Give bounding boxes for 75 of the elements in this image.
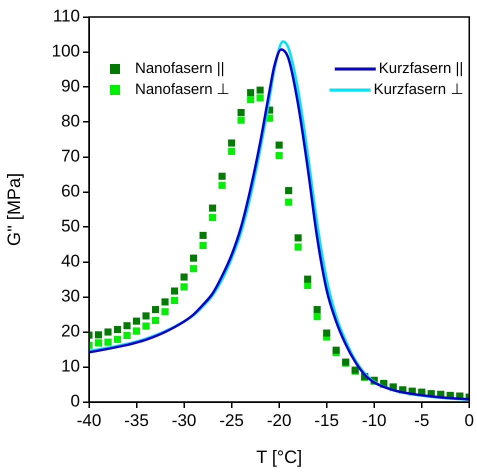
point xyxy=(209,214,216,222)
point xyxy=(114,326,122,334)
point xyxy=(104,328,112,336)
legend-label: Kurzfasern || xyxy=(378,60,464,78)
point xyxy=(142,322,150,330)
point xyxy=(152,306,160,314)
point xyxy=(247,96,254,104)
legend-label: Nanofasern ⊥ xyxy=(135,81,230,98)
point xyxy=(332,346,340,354)
y-tick-label: 10 xyxy=(61,356,80,376)
point xyxy=(180,283,188,290)
y-tick-label: 80 xyxy=(61,112,80,131)
point xyxy=(171,288,178,295)
x-tick-label: -5 xyxy=(414,410,430,430)
point xyxy=(304,276,312,283)
point xyxy=(294,234,302,242)
x-tick-label: -30 xyxy=(172,410,196,430)
point xyxy=(218,172,226,180)
point xyxy=(94,339,102,346)
point xyxy=(180,274,188,281)
point xyxy=(94,331,102,338)
point xyxy=(228,139,236,147)
point xyxy=(323,330,330,337)
x-tick-label: -20 xyxy=(266,410,292,430)
point xyxy=(276,152,283,160)
point xyxy=(285,187,292,194)
x-tick-label: -35 xyxy=(124,410,149,430)
x-tick-label: -25 xyxy=(219,410,244,430)
point xyxy=(285,198,292,206)
point xyxy=(218,182,226,189)
y-tick-label: 60 xyxy=(61,182,80,201)
point xyxy=(209,204,216,212)
point xyxy=(152,316,160,324)
point xyxy=(276,142,283,149)
point xyxy=(162,308,169,316)
point xyxy=(114,336,122,343)
point xyxy=(104,338,112,346)
y-axis-title: G'' [MPa] xyxy=(4,173,24,246)
point xyxy=(133,327,140,334)
point xyxy=(228,148,236,155)
point xyxy=(171,296,178,304)
x-tick-label: -10 xyxy=(362,410,386,430)
point xyxy=(247,89,254,96)
y-tick-label: 40 xyxy=(61,252,80,271)
point xyxy=(238,109,245,116)
y-tick-label: 70 xyxy=(61,146,80,166)
y-tick-label: 20 xyxy=(61,322,80,341)
point xyxy=(238,116,245,124)
x-tick-label: -15 xyxy=(314,410,339,430)
point xyxy=(162,298,169,306)
legend-label: Kurzfasern ⊥ xyxy=(374,81,464,98)
y-tick-label: 30 xyxy=(61,286,80,306)
x-axis-title: T [°C] xyxy=(256,447,302,468)
y-tick-label: 100 xyxy=(52,42,80,61)
point xyxy=(190,265,198,272)
point xyxy=(314,306,321,314)
point xyxy=(123,332,131,340)
point xyxy=(304,282,312,289)
y-tick-label: 110 xyxy=(52,6,80,26)
x-tick-label: 0 xyxy=(464,410,474,430)
point xyxy=(256,86,264,94)
legend-label: Nanofasern || xyxy=(135,60,225,78)
y-tick-label: 0 xyxy=(70,392,80,411)
y-tick-label: 90 xyxy=(61,76,80,96)
y-tick-label: 50 xyxy=(61,216,80,236)
point xyxy=(256,94,264,102)
point xyxy=(190,254,198,262)
point xyxy=(200,232,207,239)
point xyxy=(123,322,131,330)
x-tick-label: -40 xyxy=(76,410,102,430)
point xyxy=(133,318,140,325)
point xyxy=(200,242,207,250)
point xyxy=(314,313,321,320)
point xyxy=(294,243,302,250)
point xyxy=(142,312,150,320)
